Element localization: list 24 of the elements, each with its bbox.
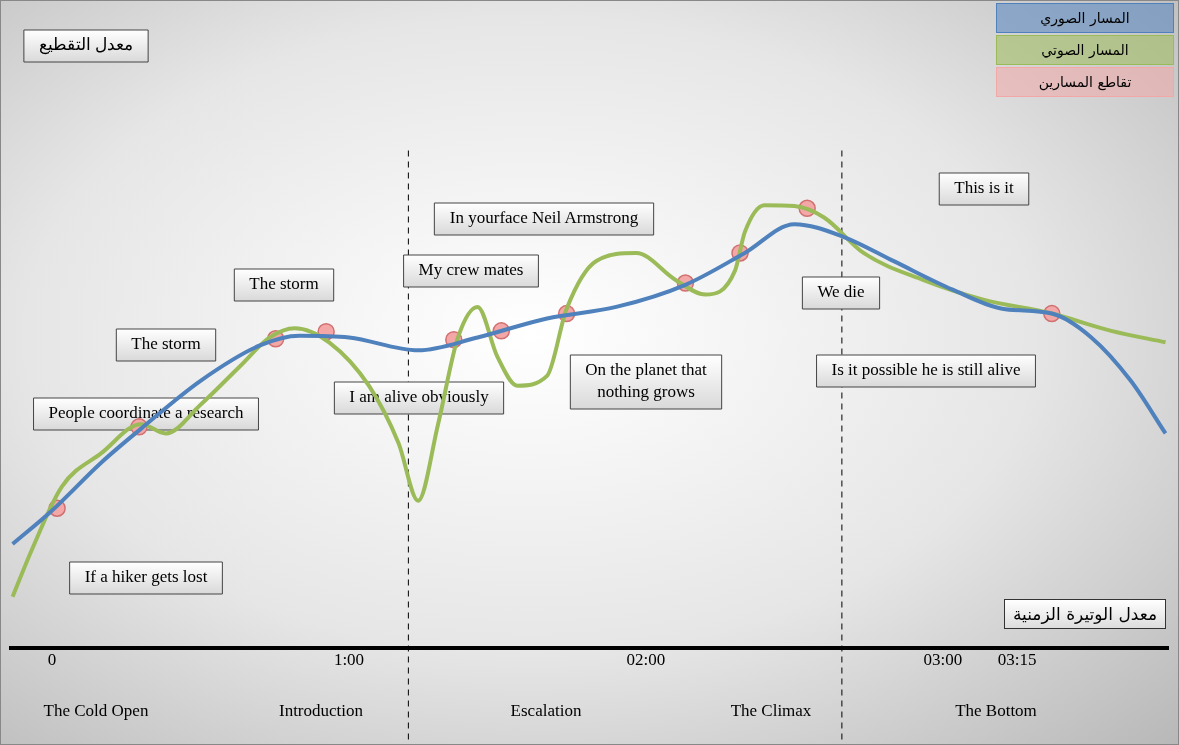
x-tick-label: 03:00 (923, 650, 963, 670)
x-tick-label: 1:00 (333, 650, 365, 670)
x-tick-label: 03:15 (997, 650, 1037, 670)
annotation: If a hiker gets lost (84, 567, 208, 587)
x-axis-title: معدل الوتيرة الزمنية (1004, 599, 1166, 629)
text: تقاطع المسارين (996, 67, 1174, 97)
annotation: The storm (131, 334, 201, 354)
text: معدل التقطيع (38, 35, 134, 56)
x-tick-label: 0 (47, 650, 57, 670)
text: The Cold Open (43, 701, 149, 721)
text: This is it (954, 178, 1015, 198)
annotation: Is it possible he is still alive (831, 360, 1021, 380)
text: Introduction (278, 701, 364, 721)
annotation: In yourface Neil Armstrong (449, 208, 639, 228)
annotation: My crew mates (418, 260, 524, 280)
text: المسار الصوتي (996, 35, 1174, 65)
annotation: We die (817, 282, 865, 302)
x-tick-label: 02:00 (626, 650, 666, 670)
annotation: The storm (249, 274, 319, 294)
annotation: On the planet that nothing grows (585, 360, 707, 402)
text: Escalation (510, 701, 582, 721)
text: The Climax (730, 701, 812, 721)
text: The Bottom (955, 701, 1037, 721)
text: المسار الصوري (996, 3, 1174, 33)
